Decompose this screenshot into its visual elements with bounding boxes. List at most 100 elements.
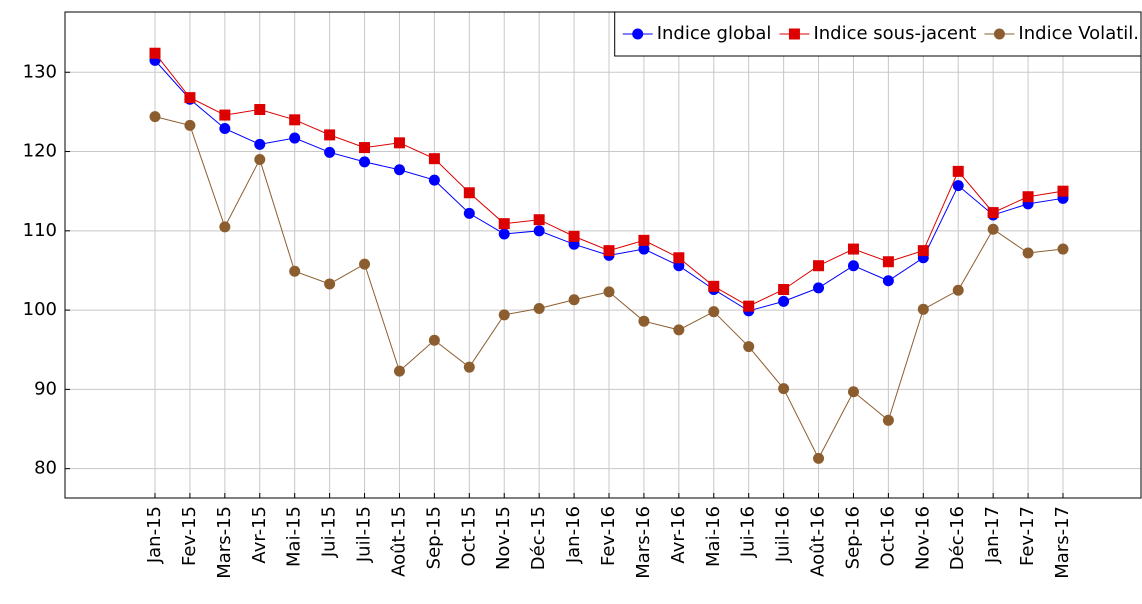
point [289,265,301,277]
plot-frame [64,11,1142,499]
legend-marker [788,28,800,40]
x-tick-label: Jan-15 [144,506,165,564]
point [428,153,440,165]
point [359,156,371,168]
point [219,221,231,233]
x-tick-label: Fev-17 [1017,506,1038,566]
point [708,280,720,292]
point [498,309,510,321]
point [1057,185,1069,197]
legend-label: Indice global [657,23,772,44]
x-tick-label: Fev-16 [598,506,619,566]
point [813,282,825,294]
point [359,258,371,270]
point [882,414,894,426]
point [324,278,336,290]
point [254,138,266,150]
x-tick-label: Mars-16 [633,506,654,579]
point [533,225,545,237]
point [917,303,929,315]
point [184,92,196,104]
point [673,252,685,264]
x-tick-label: Juil-16 [773,506,794,563]
point [987,207,999,219]
point [603,245,615,257]
x-tick-label: Déc-15 [528,506,549,570]
legend-item: Indice sous-jacent [779,23,976,44]
point [952,165,964,177]
point [1022,191,1034,203]
point [778,383,790,395]
point [254,153,266,165]
point [987,223,999,235]
point [498,228,510,240]
x-tick-label: Jan-16 [563,506,584,564]
point [638,234,650,246]
point [498,218,510,230]
x-tick-label: Avr-15 [249,506,270,564]
point [673,324,685,336]
point [847,386,859,398]
legend-item: Indice Volatil. [984,23,1139,44]
point [393,137,405,149]
point [393,365,405,377]
point [778,283,790,295]
point [813,260,825,272]
point [638,315,650,327]
point [882,275,894,287]
point [813,452,825,464]
point [847,243,859,255]
point [463,361,475,373]
point [952,284,964,296]
x-tick-label: Jan-17 [982,506,1003,564]
point [533,214,545,226]
point [743,300,755,312]
point [1057,243,1069,255]
legend-box [614,11,1142,57]
x-tick-label: Mars-17 [1052,506,1073,579]
point [219,123,231,135]
x-tick-label: Oct-16 [877,506,898,567]
x-tick-label: Sep-15 [423,506,444,569]
point [184,119,196,131]
x-tick-label: Déc-16 [947,506,968,570]
legend-marker [993,28,1005,40]
point [254,104,266,116]
point [324,146,336,158]
point [917,245,929,257]
point [219,109,231,121]
x-tick-label: Juil-15 [354,506,375,563]
point [463,187,475,199]
point [743,341,755,353]
point [638,243,650,255]
point [778,295,790,307]
point [359,142,371,154]
point [847,260,859,272]
x-tick-label: Avr-16 [668,506,689,564]
point [428,174,440,186]
point [533,303,545,315]
x-tick-label: Jui-15 [319,506,340,558]
legend-marker [632,28,644,40]
y-tick-label: 110 [23,220,57,241]
legend-item: Indice global [622,23,772,44]
x-tick-label: Nov-16 [912,506,933,570]
legend: Indice global Indice sous-jacent Indice Vo… [614,11,1142,57]
x-tick-label: Jui-16 [738,506,759,558]
x-tick-label: Mars-15 [214,506,235,579]
y-tick-label: 80 [34,458,57,479]
point [428,334,440,346]
point [289,114,301,126]
point [952,180,964,192]
y-tick-label: 90 [34,378,57,399]
point [603,286,615,298]
x-tick-label: Nov-15 [493,506,514,570]
point [149,47,161,59]
legend-label: Indice sous-jacent [813,23,976,44]
x-tick-label: Août-16 [808,506,829,577]
point [568,230,580,242]
point [324,129,336,141]
point [393,164,405,176]
x-tick-label: Août-15 [388,506,409,577]
legend-label: Indice Volatil. [1018,23,1139,44]
